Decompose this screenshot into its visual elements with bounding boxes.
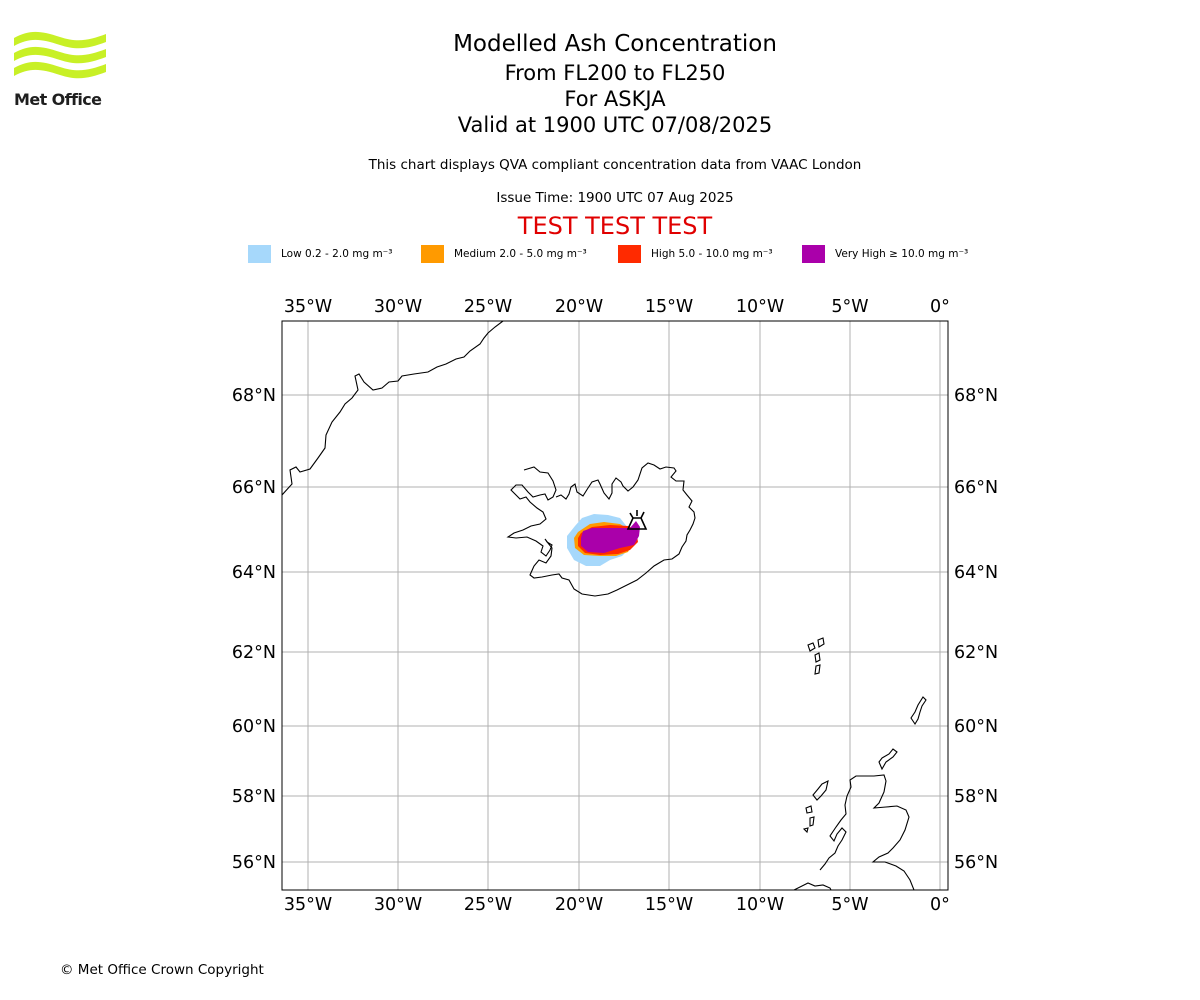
lat-label-left: 62°N bbox=[232, 643, 276, 663]
volcano-icon bbox=[626, 510, 648, 530]
valid-time: Valid at 1900 UTC 07/08/2025 bbox=[457, 113, 773, 137]
ash-concentration-contours bbox=[567, 514, 640, 566]
lon-label-bottom: 20°W bbox=[555, 895, 603, 915]
lon-label-top: 15°W bbox=[645, 297, 693, 317]
met-office-waves-icon bbox=[14, 31, 106, 79]
ash-contour-very-high bbox=[581, 521, 640, 553]
iceland-coast bbox=[506, 462, 696, 597]
chart-title-block: Modelled Ash Concentration From FL200 to… bbox=[0, 28, 1200, 138]
lat-label-right: 64°N bbox=[954, 563, 998, 583]
chart-description: This chart displays QVA compliant concen… bbox=[368, 157, 862, 173]
volcano-name: For ASKJA bbox=[564, 87, 666, 111]
lon-label-top: 35°W bbox=[284, 297, 332, 317]
lon-label-bottom: 5°W bbox=[831, 895, 868, 915]
lon-label-top: 0° bbox=[930, 297, 950, 317]
greenland-coast bbox=[282, 321, 504, 496]
legend-swatch-low bbox=[248, 245, 271, 263]
legend-swatch-very-high bbox=[802, 245, 825, 263]
latitude-labels-right: 68°N 66°N 64°N 62°N 60°N 58°N 56°N bbox=[954, 386, 998, 873]
lat-label-left: 68°N bbox=[232, 386, 276, 406]
lat-label-right: 60°N bbox=[954, 717, 998, 737]
lon-label-top: 10°W bbox=[736, 297, 784, 317]
flight-level-range: From FL200 to FL250 bbox=[504, 61, 726, 85]
lon-label-top: 30°W bbox=[374, 297, 422, 317]
legend-item-high: High 5.0 - 10.0 mg m⁻³ bbox=[618, 244, 773, 264]
lat-label-right: 58°N bbox=[954, 787, 998, 807]
lon-label-top: 20°W bbox=[555, 297, 603, 317]
lat-label-left: 58°N bbox=[232, 787, 276, 807]
lon-label-bottom: 10°W bbox=[736, 895, 784, 915]
scotland-coast bbox=[819, 774, 915, 890]
lat-label-right: 62°N bbox=[954, 643, 998, 663]
legend-label-low: Low 0.2 - 2.0 mg m⁻³ bbox=[281, 248, 393, 260]
met-office-logo: Met Office bbox=[14, 28, 114, 114]
test-banner: TEST TEST TEST bbox=[517, 212, 713, 240]
lon-label-bottom: 35°W bbox=[284, 895, 332, 915]
latitude-labels-left: 68°N 66°N 64°N 62°N 60°N 58°N 56°N bbox=[232, 386, 276, 873]
legend-label-medium: Medium 2.0 - 5.0 mg m⁻³ bbox=[454, 248, 587, 260]
lon-label-bottom: 25°W bbox=[464, 895, 512, 915]
orkney-coast bbox=[878, 748, 898, 771]
faroe-islands-coast bbox=[807, 642, 816, 652]
hebrides-coast bbox=[812, 779, 829, 801]
chart-title: Modelled Ash Concentration bbox=[453, 31, 777, 57]
copyright-notice: © Met Office Crown Copyright bbox=[60, 962, 264, 978]
legend-swatch-high bbox=[618, 245, 641, 263]
legend-label-very-high: Very High ≥ 10.0 mg m⁻³ bbox=[835, 248, 969, 260]
map-gridlines bbox=[282, 321, 948, 890]
lat-label-right: 68°N bbox=[954, 386, 998, 406]
lat-label-left: 66°N bbox=[232, 478, 276, 498]
lon-label-top: 25°W bbox=[464, 297, 512, 317]
issue-time: Issue Time: 1900 UTC 07 Aug 2025 bbox=[496, 190, 734, 206]
longitude-labels-top: 35°W 30°W 25°W 20°W 15°W 10°W 5°W 0° bbox=[284, 297, 950, 317]
coastlines bbox=[282, 321, 927, 890]
lon-label-top: 5°W bbox=[831, 297, 868, 317]
map-frame bbox=[281, 320, 949, 891]
legend-label-high: High 5.0 - 10.0 mg m⁻³ bbox=[651, 248, 773, 260]
legend-item-low: Low 0.2 - 2.0 mg m⁻³ bbox=[248, 244, 392, 264]
lon-label-bottom: 15°W bbox=[645, 895, 693, 915]
lat-label-right: 66°N bbox=[954, 478, 998, 498]
longitude-labels-bottom: 35°W 30°W 25°W 20°W 15°W 10°W 5°W 0° bbox=[284, 895, 950, 915]
lon-label-bottom: 0° bbox=[930, 895, 950, 915]
lat-label-left: 60°N bbox=[232, 717, 276, 737]
legend-item-medium: Medium 2.0 - 5.0 mg m⁻³ bbox=[421, 244, 587, 264]
legend-swatch-medium bbox=[421, 245, 444, 263]
lat-label-left: 64°N bbox=[232, 563, 276, 583]
lon-label-bottom: 30°W bbox=[374, 895, 422, 915]
lat-label-left: 56°N bbox=[232, 853, 276, 873]
logo-wordmark: Met Office bbox=[14, 90, 102, 109]
shetland-coast bbox=[910, 696, 927, 726]
legend-item-very-high: Very High ≥ 10.0 mg m⁻³ bbox=[802, 244, 968, 264]
lat-label-right: 56°N bbox=[954, 853, 998, 873]
